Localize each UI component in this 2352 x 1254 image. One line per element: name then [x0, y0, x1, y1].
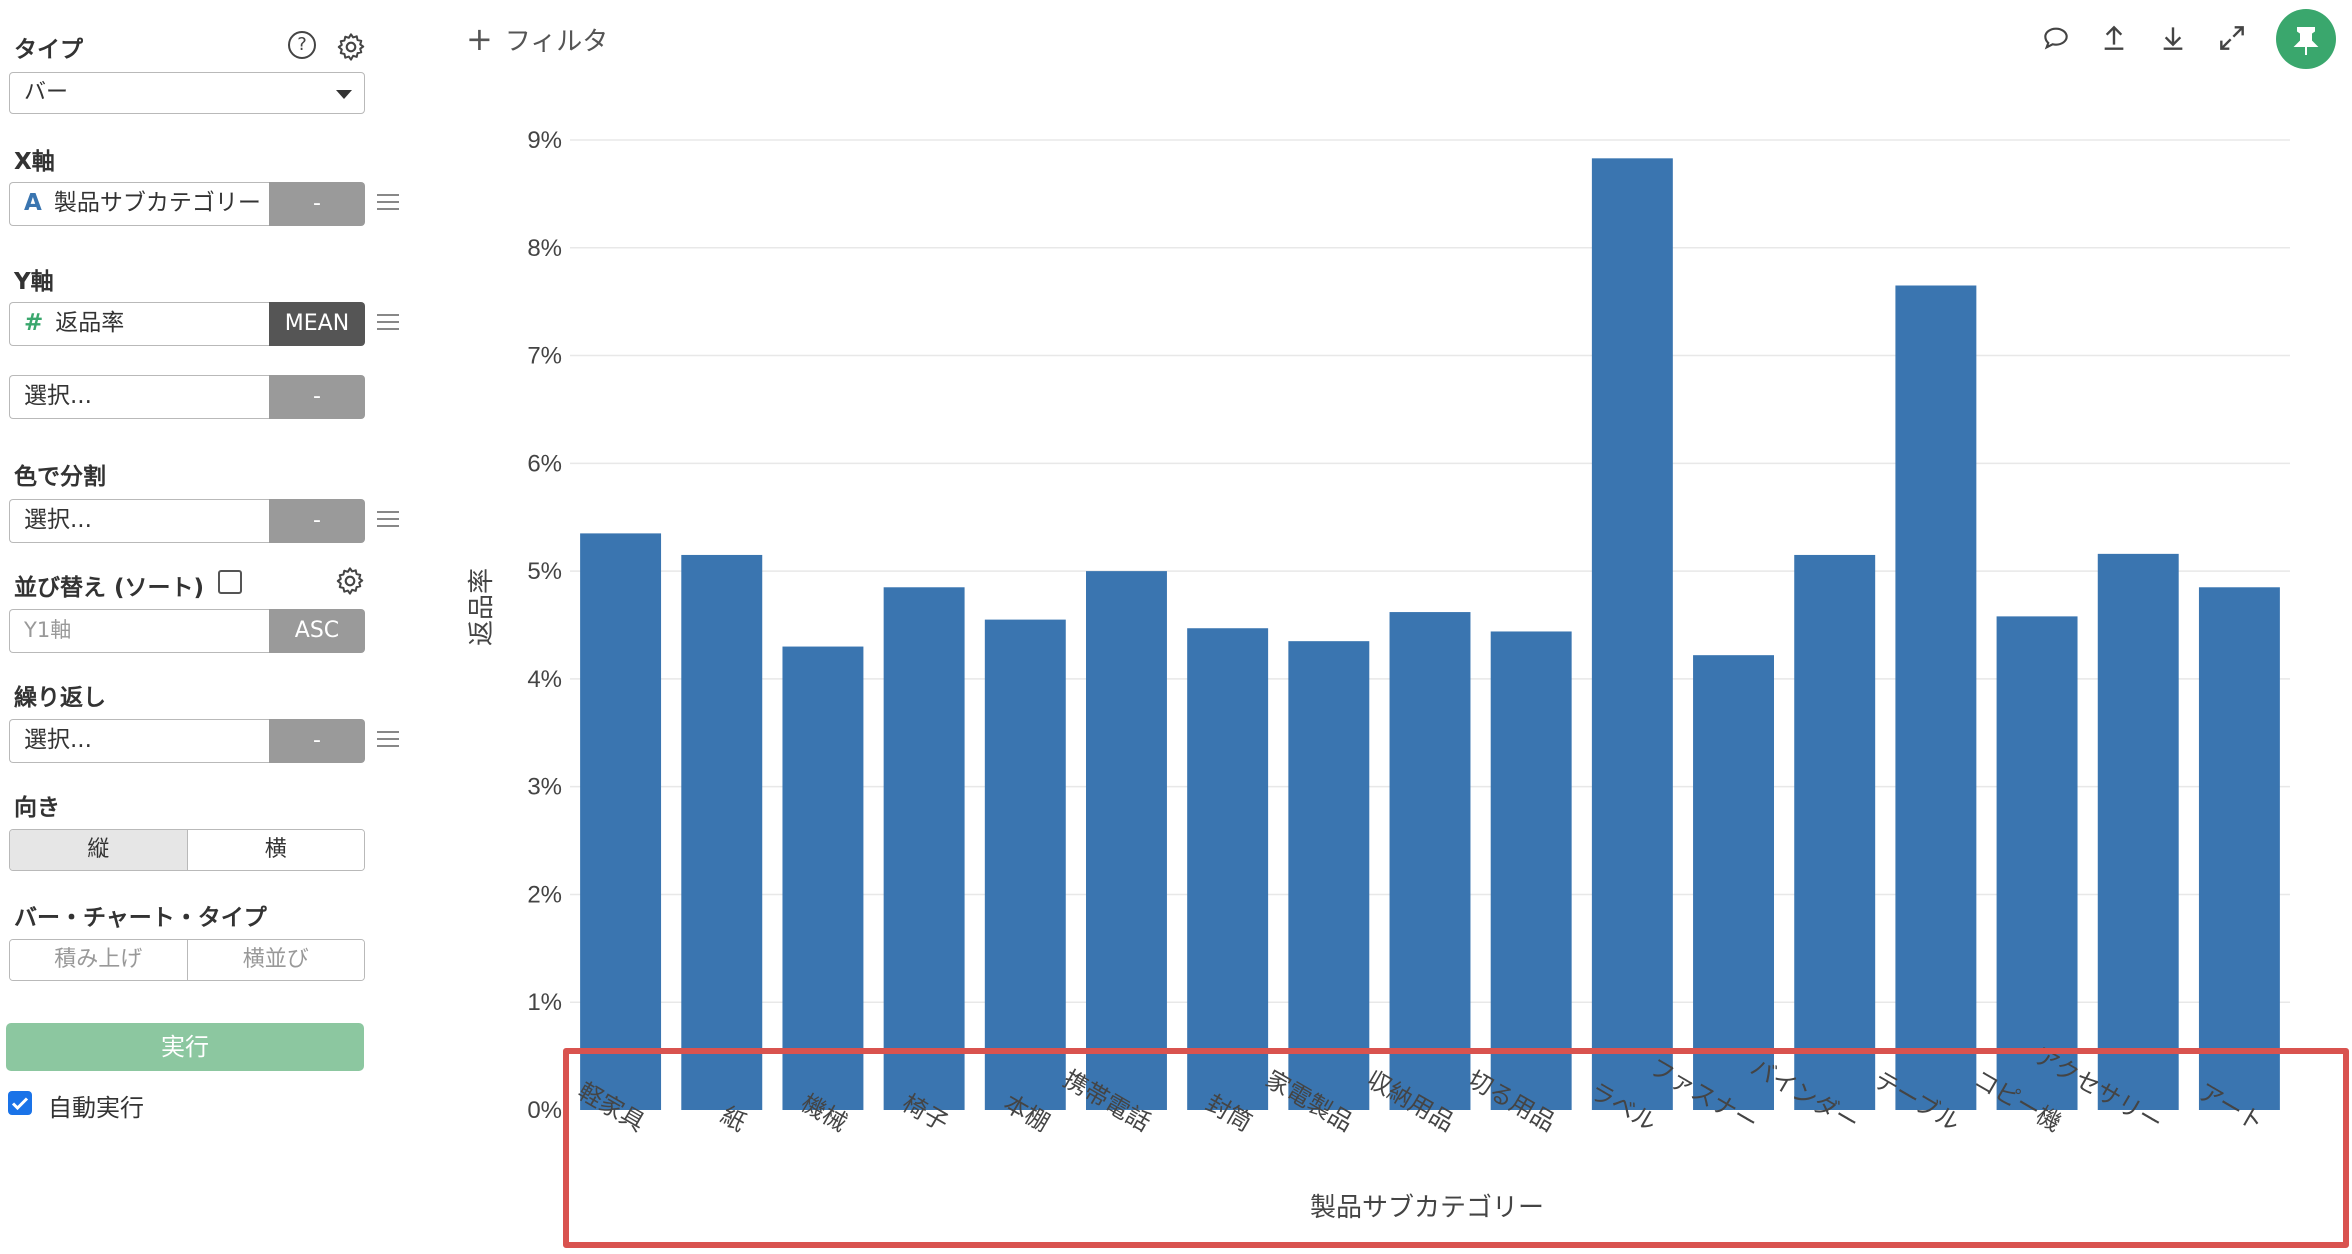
- color-split-placeholder: 選択...: [24, 507, 92, 533]
- filter-label: フィルタ: [504, 27, 609, 57]
- sort-settings-gear-icon[interactable]: [334, 565, 366, 597]
- bar-type-grouped-option[interactable]: 横並び: [186, 940, 364, 980]
- bar[interactable]: [1389, 612, 1471, 1110]
- sort-label: 並び替え (ソート): [14, 575, 205, 601]
- bar[interactable]: [1288, 641, 1370, 1110]
- auto-run-checkbox[interactable]: [8, 1091, 32, 1115]
- color-split-label: 色で分割: [14, 464, 106, 490]
- y-tick-label: 3%: [527, 774, 562, 801]
- y-tick-label: 6%: [527, 450, 562, 477]
- bar[interactable]: [580, 533, 662, 1110]
- auto-run-label: 自動実行: [48, 1094, 144, 1122]
- y-tick-label: 8%: [527, 235, 562, 262]
- y-tick-label: 5%: [527, 558, 562, 585]
- bar[interactable]: [782, 646, 864, 1110]
- repeat-aggregation-button[interactable]: -: [269, 719, 365, 763]
- bar[interactable]: [2097, 553, 2179, 1110]
- x-axis-field-value: 製品サブカテゴリー: [53, 190, 261, 216]
- expand-icon[interactable]: [2216, 22, 2248, 54]
- sort-checkbox[interactable]: [218, 570, 242, 594]
- orientation-toggle: 縦 横: [9, 829, 365, 871]
- x-axis-menu-icon[interactable]: [377, 194, 399, 210]
- bar[interactable]: [984, 619, 1066, 1110]
- y-tick-label: 1%: [527, 989, 562, 1016]
- bar[interactable]: [1794, 554, 1876, 1110]
- orientation-vertical-option[interactable]: 縦: [10, 830, 187, 870]
- y-tick-label: 2%: [527, 881, 562, 908]
- color-split-menu-icon[interactable]: [377, 511, 399, 527]
- x-axis-title: 製品サブカテゴリー: [1310, 1192, 1544, 1222]
- repeat-menu-icon[interactable]: [377, 731, 399, 747]
- upload-icon[interactable]: [2098, 22, 2130, 54]
- bar[interactable]: [883, 587, 965, 1110]
- x-axis-field[interactable]: A 製品サブカテゴリー: [9, 182, 270, 226]
- number-type-icon: #: [24, 310, 44, 336]
- bar[interactable]: [1996, 616, 2078, 1110]
- text-type-icon: A: [24, 190, 42, 216]
- y-axis-title: 返品率: [466, 568, 496, 646]
- bar[interactable]: [1693, 655, 1774, 1110]
- y2-axis-aggregation-button[interactable]: -: [269, 375, 365, 419]
- repeat-placeholder: 選択...: [24, 727, 92, 753]
- y2-axis-placeholder: 選択...: [24, 383, 92, 409]
- y-axis-label: Y軸: [14, 269, 54, 295]
- bar[interactable]: [1086, 571, 1167, 1110]
- chevron-down-icon: [336, 90, 352, 99]
- sort-field-placeholder: Y1軸: [24, 618, 72, 642]
- plus-icon: +: [466, 20, 493, 58]
- y-tick-label: 0%: [527, 1097, 562, 1124]
- run-button[interactable]: 実行: [6, 1023, 364, 1071]
- color-split-field[interactable]: 選択...: [9, 499, 270, 543]
- sort-order-button[interactable]: ASC: [269, 609, 365, 653]
- repeat-field[interactable]: 選択...: [9, 719, 270, 763]
- x-axis-aggregation-button[interactable]: -: [269, 182, 365, 226]
- help-icon[interactable]: ?: [288, 31, 316, 59]
- comment-icon[interactable]: [2040, 22, 2072, 54]
- bar[interactable]: [1187, 628, 1269, 1110]
- pin-icon: [2293, 27, 2319, 55]
- bar[interactable]: [2198, 587, 2280, 1110]
- y-tick-label: 4%: [527, 666, 562, 693]
- chart-type-select[interactable]: バー: [9, 72, 365, 114]
- y-axis-field-value: 返品率: [55, 310, 125, 336]
- bar-type-toggle: 積み上げ 横並び: [9, 939, 365, 981]
- y-axis-field[interactable]: # 返品率: [9, 302, 270, 346]
- x-axis-label: X軸: [14, 149, 55, 175]
- bar[interactable]: [1490, 631, 1572, 1110]
- sort-field[interactable]: Y1軸: [9, 609, 270, 653]
- y2-axis-field[interactable]: 選択...: [9, 375, 270, 419]
- add-filter-button[interactable]: + フィルタ: [466, 20, 608, 58]
- download-icon[interactable]: [2157, 22, 2189, 54]
- chart-type-value: バー: [24, 80, 69, 105]
- bar-type-label: バー・チャート・タイプ: [14, 905, 267, 931]
- bar-type-stacked-option[interactable]: 積み上げ: [10, 940, 187, 980]
- pin-button[interactable]: [2276, 9, 2336, 69]
- bar[interactable]: [681, 554, 763, 1110]
- y-axis-menu-icon[interactable]: [377, 314, 399, 330]
- color-split-aggregation-button[interactable]: -: [269, 499, 365, 543]
- y-tick-label: 7%: [527, 343, 562, 370]
- repeat-label: 繰り返し: [14, 685, 106, 711]
- y-axis-aggregation-button[interactable]: MEAN: [269, 302, 365, 346]
- orientation-label: 向き: [14, 795, 60, 821]
- bar[interactable]: [1895, 285, 1977, 1111]
- chart-settings-sidebar: タイプ ? バー X軸 A 製品サブカテゴリー - Y軸 # 返品率 MEAN 選択…: [0, 0, 420, 1254]
- orientation-horizontal-option[interactable]: 横: [186, 830, 364, 870]
- type-label: タイプ: [14, 37, 83, 63]
- bar[interactable]: [1591, 158, 1673, 1111]
- check-icon: [11, 1097, 29, 1111]
- gear-icon[interactable]: [335, 31, 367, 63]
- y-tick-label: 9%: [527, 127, 562, 154]
